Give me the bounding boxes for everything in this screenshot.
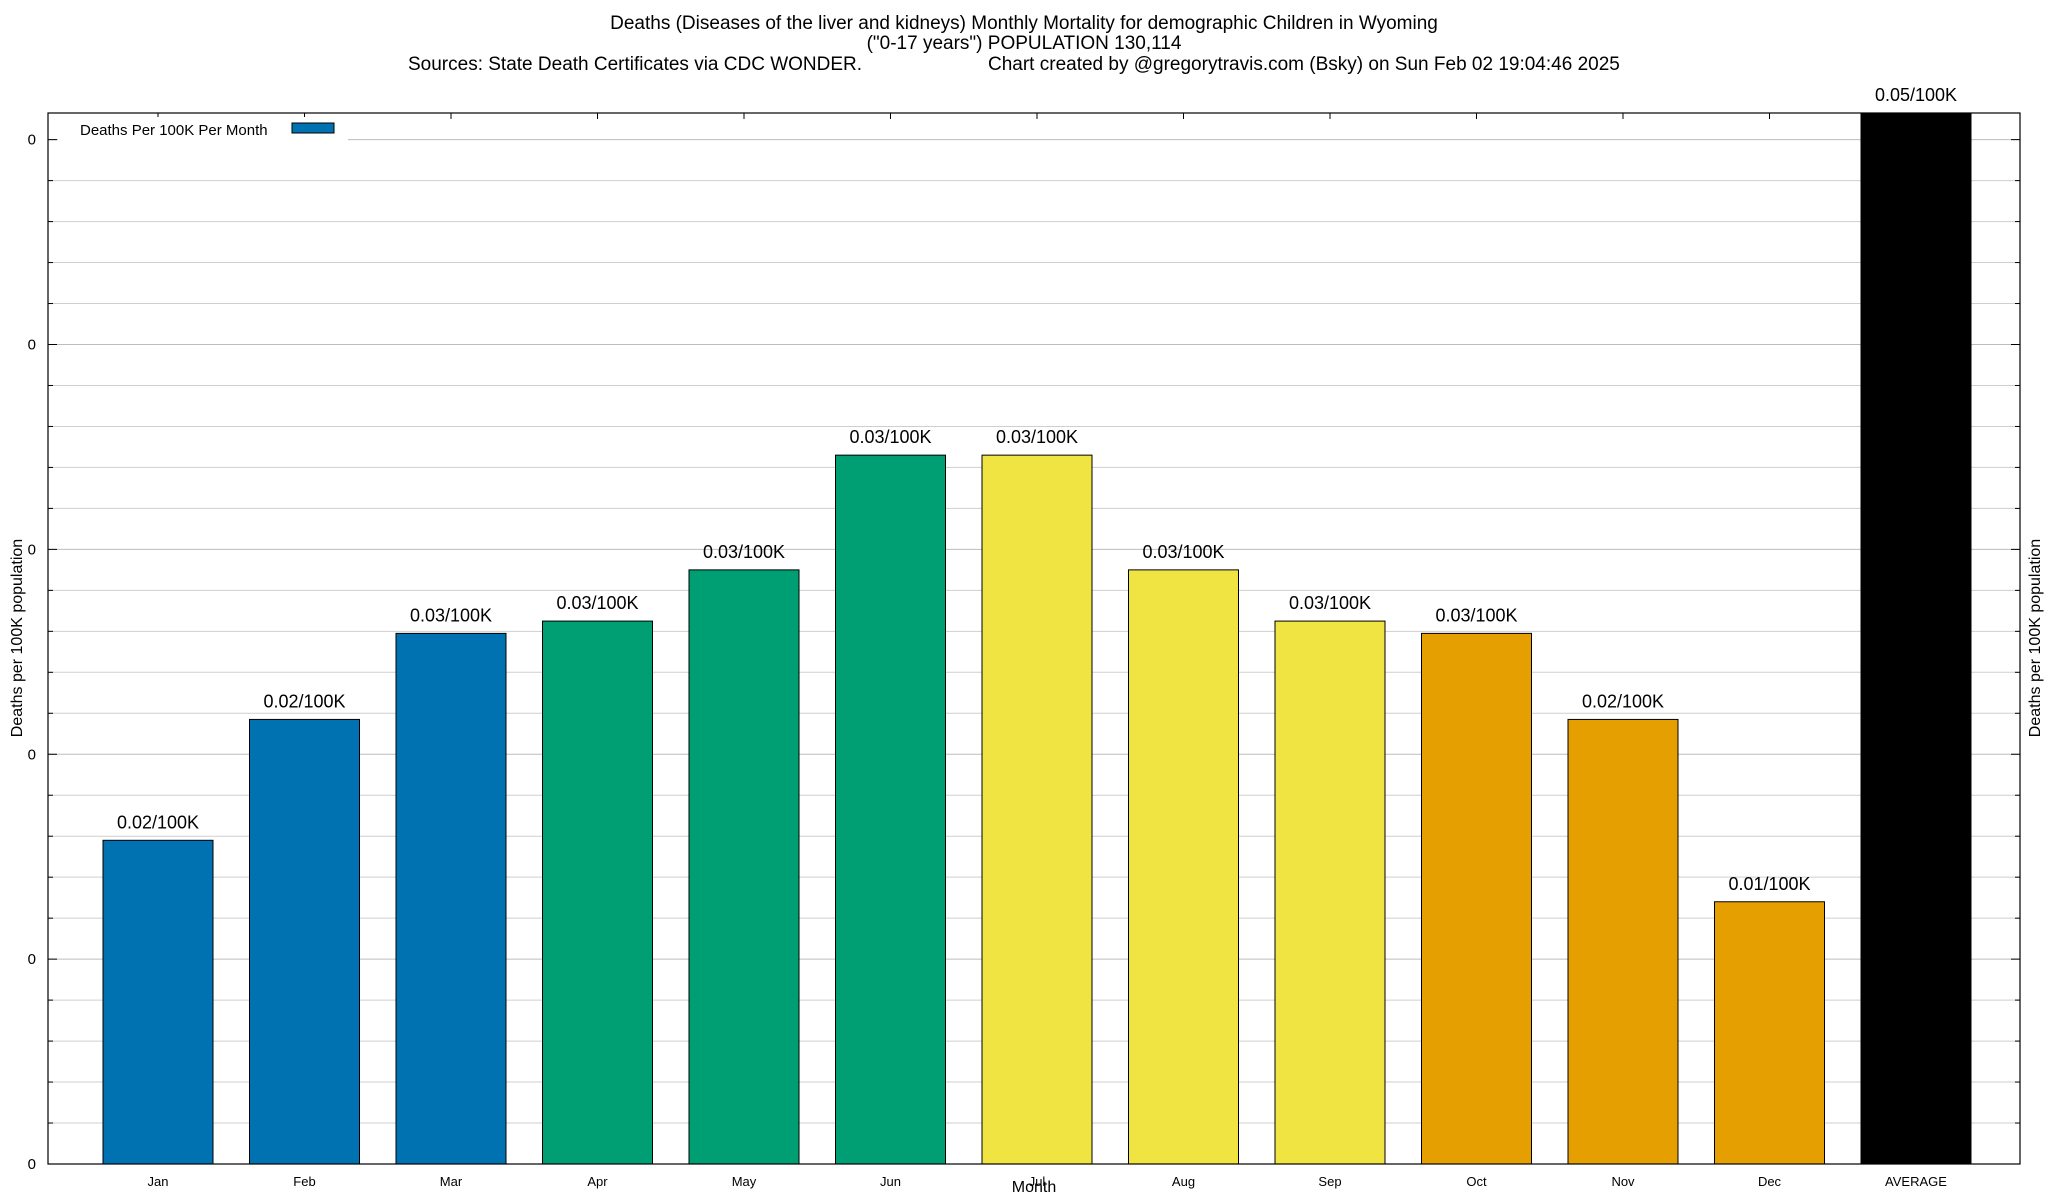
y-tick-label: 0 <box>28 746 36 763</box>
bar-value-label: 0.05/100K <box>1875 85 1957 105</box>
bar <box>1714 901 1825 1165</box>
y-tick-label: 0 <box>28 337 36 354</box>
bar-value-label: 0.01/100K <box>1728 874 1810 894</box>
legend-label: Deaths Per 100K Per Month <box>80 122 268 139</box>
y-tick-label: 0 <box>28 951 36 968</box>
bar-value-label: 0.03/100K <box>1142 542 1224 562</box>
chart-title-line2: ("0-17 years") POPULATION 130,114 <box>866 33 1182 54</box>
x-tick-label: Aug <box>1172 1174 1195 1189</box>
x-axis-title: Month <box>1012 1179 1056 1196</box>
bar <box>835 454 946 1165</box>
bar <box>1128 569 1239 1165</box>
bar-value-label: 0.02/100K <box>263 691 345 711</box>
x-tick-label: Dec <box>1758 1174 1782 1189</box>
x-axis-labels: Jan Feb Mar Apr May Jun Jul Aug Sep Oct Nov Dec AVER… <box>148 1174 1948 1189</box>
x-tick-label: May <box>732 1174 757 1189</box>
bar <box>1567 718 1679 1165</box>
chart-title-line1: Deaths (Diseases of the liver and kidney… <box>610 13 1438 34</box>
x-tick-label: Jan <box>148 1174 169 1189</box>
y-tick-label: 0 <box>28 132 36 149</box>
bar-value-label: 0.03/100K <box>556 593 638 613</box>
y-axis-ticks: 0 0 0 0 0 0 <box>28 113 2020 1173</box>
x-tick-label: AVERAGE <box>1885 1174 1947 1189</box>
bar-value-label: 0.03/100K <box>996 427 1078 447</box>
bar-value-label: 0.03/100K <box>849 427 931 447</box>
bar <box>981 454 1093 1165</box>
x-tick-label: Mar <box>440 1174 463 1189</box>
bar <box>395 632 507 1165</box>
bar <box>542 620 653 1165</box>
bar-value-label: 0.02/100K <box>117 812 199 832</box>
bar <box>1860 112 1972 1165</box>
legend-swatch <box>291 122 335 134</box>
plot-frame <box>47 112 2021 1165</box>
x-tick-label: Sep <box>1318 1174 1341 1189</box>
bar-value-label: 0.02/100K <box>1582 691 1664 711</box>
chart-sources: Sources: State Death Certificates via CD… <box>408 54 863 75</box>
bar-value-label: 0.03/100K <box>1289 593 1371 613</box>
x-tick-label: Jul <box>1029 1174 1046 1189</box>
x-tick-label: Apr <box>587 1174 608 1189</box>
y-axis-title-right: Deaths per 100K population <box>2027 539 2044 737</box>
bar <box>1421 632 1532 1165</box>
value-labels: 0.02/100K 0.02/100K 0.03/100K 0.03/100K 0.03… <box>117 85 1957 894</box>
x-tick-label: Jun <box>880 1174 901 1189</box>
bar-value-label: 0.03/100K <box>410 605 492 625</box>
bar <box>102 839 214 1165</box>
bar <box>688 569 800 1165</box>
chart-credit: Chart created by @gregorytravis.com (Bsk… <box>988 54 1620 75</box>
bar-value-label: 0.03/100K <box>1435 605 1517 625</box>
bar <box>249 718 360 1165</box>
bar-value-label: 0.03/100K <box>703 542 785 562</box>
y-tick-label: 0 <box>28 1156 36 1173</box>
x-tick-label: Oct <box>1466 1174 1487 1189</box>
x-tick-label: Nov <box>1611 1174 1635 1189</box>
bar <box>1274 620 1386 1165</box>
legend: Deaths Per 100K Per Month <box>58 117 348 143</box>
y-tick-label: 0 <box>28 541 36 558</box>
x-tick-label: Feb <box>293 1174 315 1189</box>
y-axis-title: Deaths per 100K population <box>9 539 26 737</box>
bars <box>102 112 1972 1165</box>
